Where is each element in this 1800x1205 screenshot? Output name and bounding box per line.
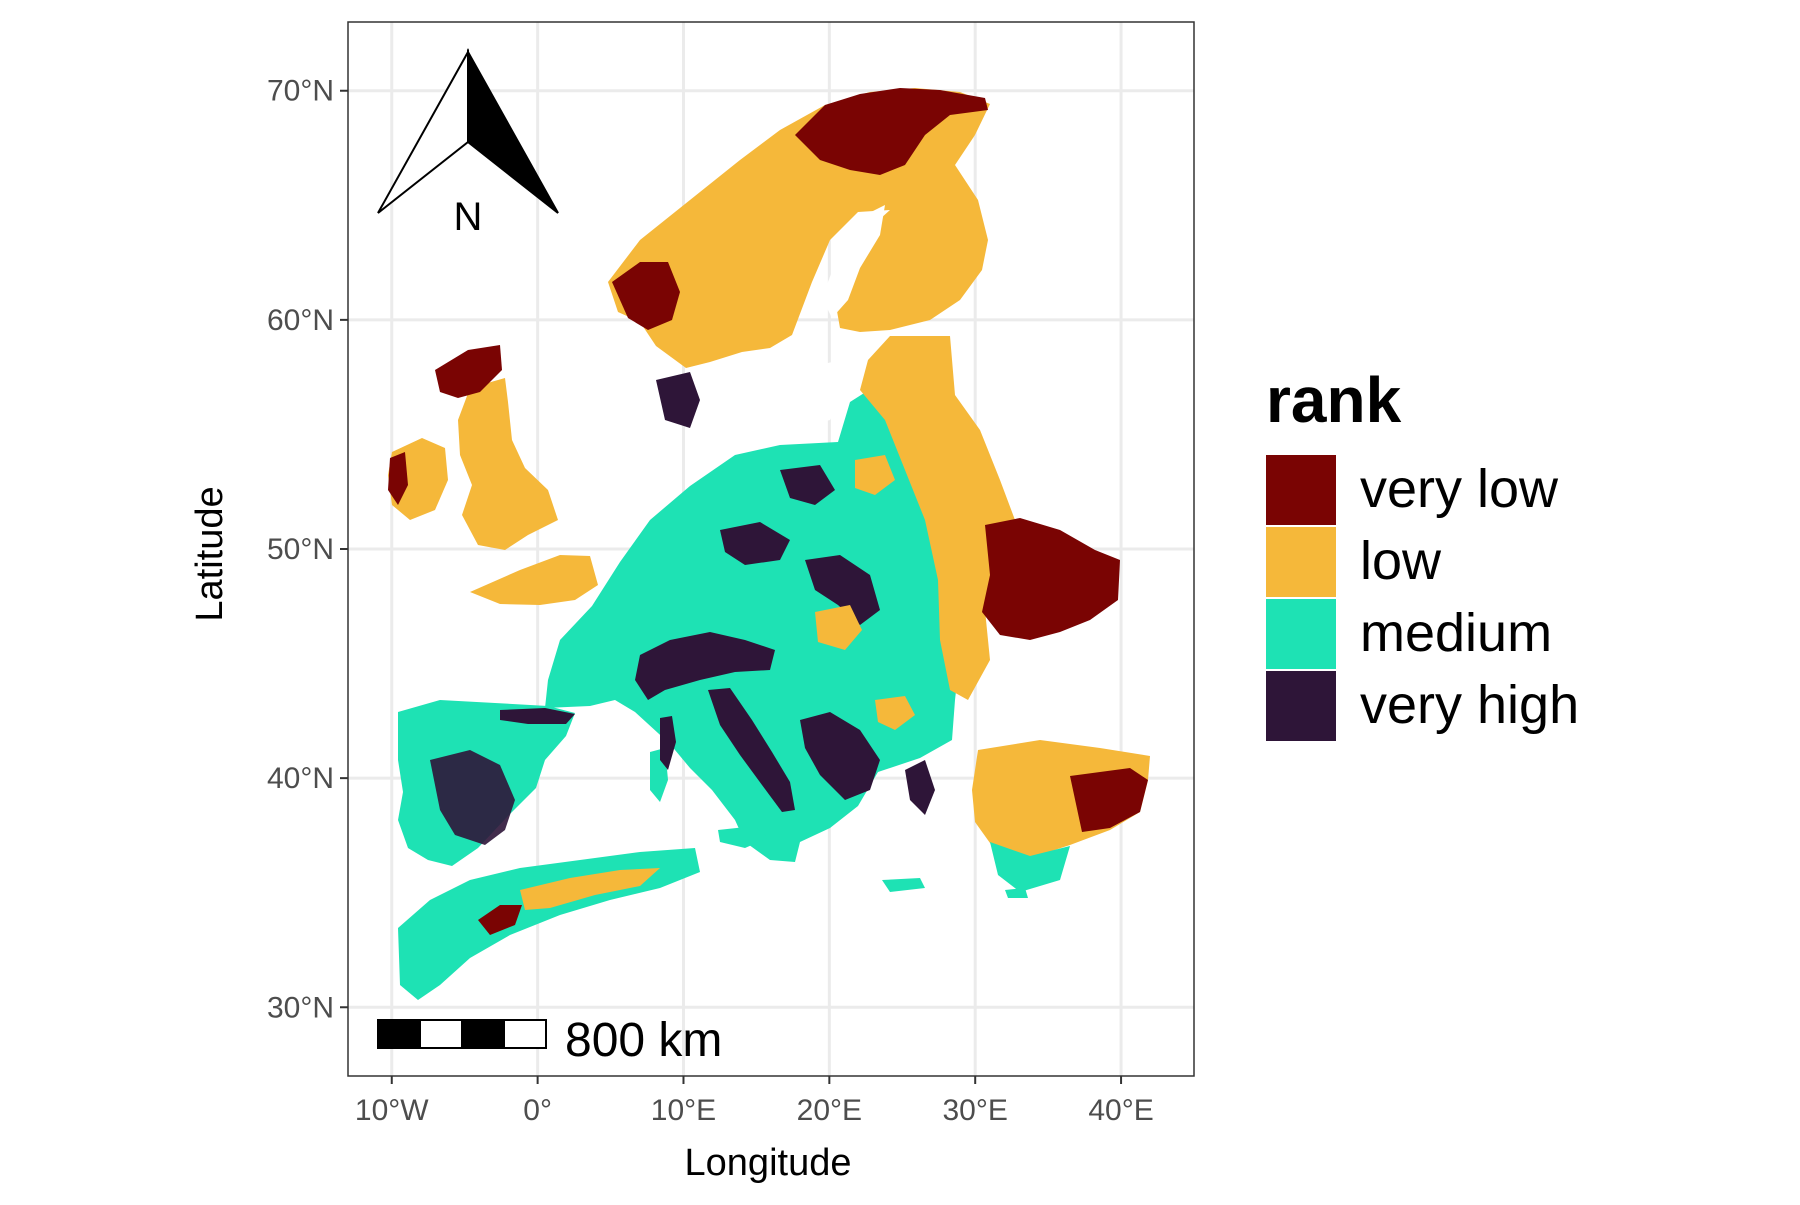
region-carpathians bbox=[805, 555, 880, 625]
scale-bar-segment bbox=[377, 1019, 421, 1049]
legend-items: very low low medium very high bbox=[1266, 455, 1579, 741]
x-axis-tick-label: 40°E bbox=[1088, 1094, 1153, 1127]
scale-bar-segment bbox=[419, 1019, 463, 1049]
region-norway-fjords-very-high bbox=[656, 372, 700, 428]
region-iberia-mountains bbox=[430, 750, 515, 845]
scale-bar-label: 800 km bbox=[565, 1014, 722, 1067]
scale-bar: 800 km bbox=[377, 1014, 722, 1067]
region-eastern-europe bbox=[860, 336, 1015, 700]
region-apennines bbox=[708, 688, 795, 812]
legend-label: very low bbox=[1360, 459, 1559, 519]
legend-swatch bbox=[1266, 455, 1336, 525]
legend-swatch bbox=[1266, 599, 1336, 669]
region-atlas-very-low bbox=[478, 905, 522, 935]
region-crete bbox=[882, 878, 925, 892]
region-anatolia-south bbox=[990, 842, 1070, 892]
region-ukraine bbox=[982, 518, 1120, 640]
region-ireland-west bbox=[388, 452, 408, 505]
y-axis-tick-label: 70°N bbox=[267, 75, 334, 108]
region-baltic-low bbox=[855, 455, 895, 495]
region-balkans bbox=[800, 712, 880, 800]
x-axis-tick-label: 20°E bbox=[797, 1094, 862, 1127]
legend-swatch bbox=[1266, 671, 1336, 741]
region-greece-very-high bbox=[905, 760, 935, 815]
region-northern-france bbox=[470, 555, 598, 605]
x-axis-tick-label: 10°W bbox=[355, 1094, 429, 1127]
region-scandinavia bbox=[608, 88, 990, 368]
y-axis-title: Latitude bbox=[189, 486, 231, 621]
north-arrow-label: N bbox=[454, 195, 483, 239]
region-pyrenees bbox=[500, 708, 575, 724]
region-czech-very-high bbox=[720, 522, 790, 565]
y-axis-tick-label: 60°N bbox=[267, 304, 334, 337]
y-axis-tick-label: 30°N bbox=[267, 991, 334, 1024]
region-poland-very-high bbox=[780, 465, 835, 505]
scale-bar-segment bbox=[503, 1019, 547, 1049]
region-norway-north bbox=[795, 88, 988, 175]
region-hungary-low bbox=[815, 605, 862, 650]
region-great-britain bbox=[458, 378, 558, 550]
x-axis-tick-label: 10°E bbox=[651, 1094, 716, 1127]
region-baltic-sea bbox=[760, 360, 848, 428]
axes: 10°W 0° 10°E 20°E 30°E 40°E 30°N 40°N 50°N 60°N 70… bbox=[267, 75, 1154, 1127]
region-cyprus bbox=[1005, 888, 1028, 898]
north-arrow-right-half bbox=[467, 48, 559, 214]
y-axis-tick-label: 50°N bbox=[267, 533, 334, 566]
legend-label: very high bbox=[1360, 675, 1579, 735]
north-arrow: N bbox=[377, 48, 559, 239]
legend-label: low bbox=[1360, 531, 1442, 591]
region-north-africa-atlas bbox=[520, 868, 660, 910]
scale-bar-segment bbox=[461, 1019, 505, 1049]
legend: rank very low low medium very high bbox=[1266, 364, 1579, 741]
x-axis-tick-label: 0° bbox=[523, 1094, 552, 1127]
legend-label: medium bbox=[1360, 603, 1552, 663]
y-axis-tick-label: 40°N bbox=[267, 762, 334, 795]
region-corsica-sardinia-very-high bbox=[660, 716, 676, 770]
legend-title: rank bbox=[1266, 364, 1402, 436]
region-norway-south bbox=[612, 262, 680, 330]
land-regions bbox=[388, 88, 1150, 1000]
legend-swatch bbox=[1266, 527, 1336, 597]
x-axis-tick-label: 30°E bbox=[943, 1094, 1008, 1127]
region-anatolia-east bbox=[1070, 768, 1148, 832]
region-gulf-of-bothnia bbox=[822, 205, 885, 318]
region-balkan-low bbox=[875, 696, 915, 730]
region-scotland-highlands bbox=[435, 345, 502, 398]
x-axis-title: Longitude bbox=[685, 1142, 852, 1184]
region-alps bbox=[635, 632, 775, 700]
region-sicily bbox=[718, 826, 768, 848]
